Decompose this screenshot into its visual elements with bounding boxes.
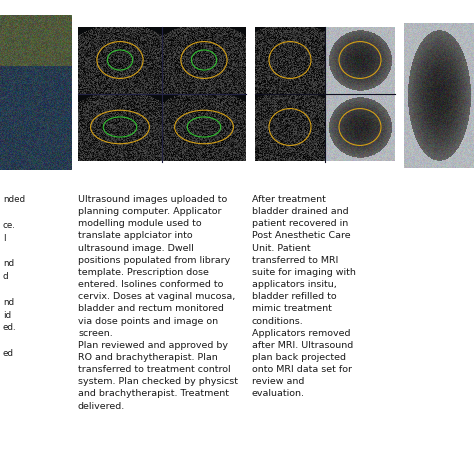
Text: After treatment
bladder drained and
patient recovered in
Post Anesthetic Care
Un: After treatment bladder drained and pati… xyxy=(252,195,356,399)
Text: Ultrasound images uploaded to
planning computer. Applicator
modelling module use: Ultrasound images uploaded to planning c… xyxy=(78,195,238,410)
Text: nded

ce.
l

nd
d

nd
id
ed.

ed: nded ce. l nd d nd id ed. ed xyxy=(3,195,25,358)
